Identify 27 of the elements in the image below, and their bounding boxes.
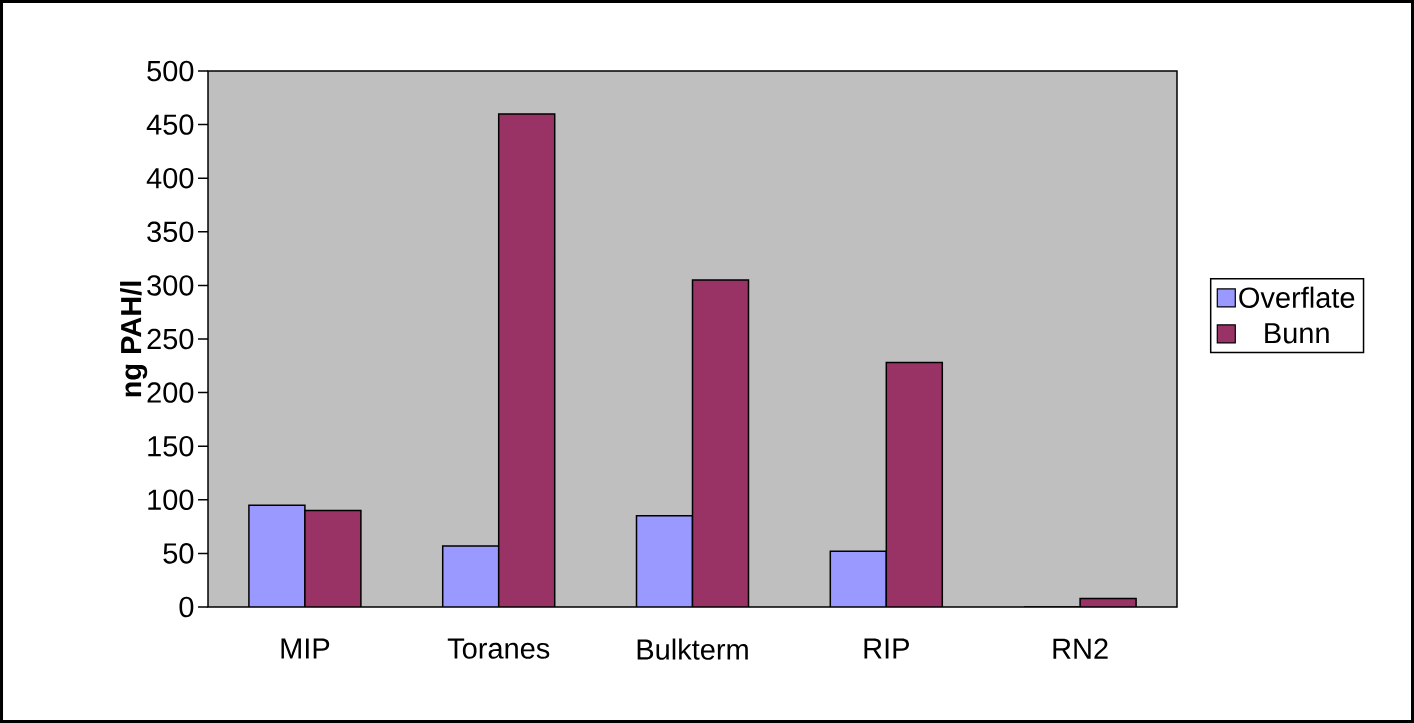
y-tick-label: 0 (179, 596, 194, 618)
bar (248, 504, 306, 607)
y-tick-label: 300 (147, 275, 194, 296)
y-axis-title: ng PAH/l (120, 281, 148, 397)
y-tick-label: 350 (147, 221, 194, 243)
bar (498, 113, 555, 607)
y-tick-label: 450 (146, 114, 194, 135)
y-tick-label: 200 (147, 382, 194, 403)
x-tick-label: RN2 (1053, 638, 1108, 659)
legend-label: Bunn (1265, 323, 1329, 344)
bar (829, 550, 888, 607)
legend-label: Overflate (1239, 286, 1355, 308)
y-tick-label: 250 (147, 328, 194, 350)
y-tick-label: 100 (148, 489, 194, 511)
bar (635, 515, 694, 607)
y-tick-label: 400 (146, 167, 194, 189)
y-tick-label: 150 (148, 435, 194, 457)
bar (691, 279, 750, 607)
y-tick-label: 500 (147, 60, 194, 82)
bar (442, 545, 499, 607)
bar (885, 361, 944, 607)
x-tick-label: Toranes (447, 638, 550, 659)
x-tick-label: Bulkterm (637, 638, 748, 660)
x-tick-label: MIP (281, 638, 330, 659)
x-tick-label: RIP (864, 638, 909, 659)
y-tick-label: 50 (163, 543, 194, 564)
bar (304, 509, 362, 607)
